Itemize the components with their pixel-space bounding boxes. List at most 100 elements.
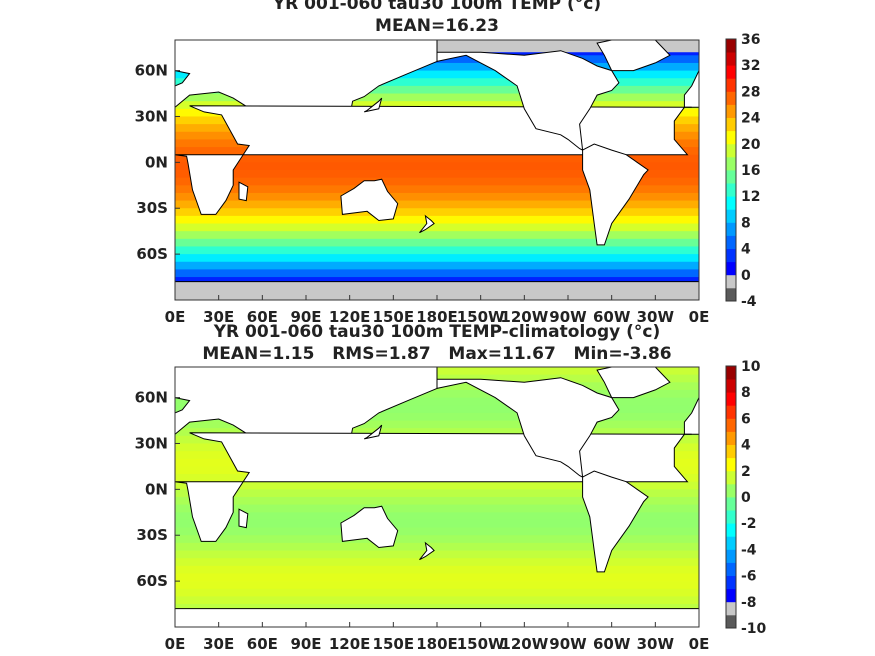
landmass [238, 508, 249, 529]
colorbar-segment [726, 52, 736, 66]
colorbar-tick-label: 6 [741, 411, 751, 427]
colorbar-segment [726, 392, 736, 406]
field-band [175, 504, 699, 513]
colorbar-tick-label: -6 [741, 569, 757, 585]
x-tick-label: 60E [247, 308, 278, 326]
field-band [175, 246, 699, 255]
field-band [175, 238, 699, 247]
x-tick-label: 90E [290, 308, 321, 326]
y-tick-label: 60S [136, 245, 168, 263]
field-band [175, 177, 699, 186]
field-band [175, 519, 699, 529]
x-tick-label: 30E [203, 635, 234, 653]
panel1-y-ticks: 60N 30N 0N 30S 60S [135, 62, 180, 263]
landmass [340, 505, 399, 549]
x-tick-label: 30W [637, 635, 675, 653]
field-band [175, 412, 699, 422]
x-tick-label: 0E [689, 308, 710, 326]
x-tick-label: 150E [373, 308, 415, 326]
field-band [175, 489, 699, 498]
colorbar-segment [726, 379, 736, 393]
x-tick-label: 60W [593, 308, 631, 326]
y-tick-label: 30S [136, 526, 168, 544]
landmass [340, 178, 399, 222]
x-tick-label: 120W [500, 308, 548, 326]
colorbar-segment [726, 39, 736, 53]
colorbar-segment [726, 614, 736, 629]
landmass [683, 397, 699, 435]
x-tick-label: 150W [457, 308, 505, 326]
colorbar-segment [726, 170, 736, 184]
landmass [596, 367, 671, 399]
colorbar-tick-label: 8 [741, 215, 751, 231]
panel2-y-ticks: 60N 30N 0N 30S 60S [135, 389, 180, 590]
field-band [175, 78, 699, 87]
colorbar-tick-label: 2 [741, 464, 751, 480]
colorbar-tick-label: 0 [741, 268, 751, 284]
field-band [175, 397, 699, 406]
colorbar-segment [726, 222, 736, 236]
field-band [175, 277, 699, 286]
colorbar-segment [726, 549, 736, 563]
y-tick-label: 30N [135, 434, 168, 452]
field-band [175, 192, 699, 202]
field-band [175, 162, 699, 171]
landmass [436, 50, 620, 151]
x-tick-label: 90W [549, 308, 587, 326]
x-tick-label: 0E [165, 635, 186, 653]
field-band [175, 527, 699, 536]
colorbar-tick-label: 28 [741, 84, 760, 100]
colorbar-segment [726, 156, 736, 171]
field-band [175, 154, 699, 163]
field-band [175, 269, 699, 278]
panel2-subtitle: MEAN=1.15 RMS=1.87 Max=11.67 Min=-3.86 [202, 344, 671, 364]
colorbar-tick-label: 32 [741, 58, 760, 74]
field-band [175, 558, 699, 567]
field-band [175, 428, 699, 437]
colorbar-tick-label: 36 [741, 32, 760, 48]
field-band [175, 185, 699, 194]
colorbar-segment [726, 601, 736, 616]
panel1-subtitle: MEAN=16.23 [375, 16, 499, 36]
y-tick-label: 60N [135, 389, 168, 407]
colorbar-segment [726, 366, 736, 380]
field-band [175, 223, 699, 232]
colorbar-segment [726, 65, 736, 79]
panel1-land [175, 40, 699, 300]
x-tick-label: 120W [500, 635, 548, 653]
colorbar-tick-label: 24 [741, 111, 761, 127]
field-band [175, 405, 699, 414]
colorbar-segment [726, 261, 736, 276]
field-band [175, 420, 699, 429]
field-band [175, 254, 699, 263]
colorbar-segment [726, 418, 736, 432]
colorbar-segment [726, 497, 736, 511]
y-tick-label: 60S [136, 572, 168, 590]
colorbar-frame [725, 38, 737, 302]
colorbar-segment [726, 588, 736, 603]
colorbar-tick-label: 10 [741, 359, 761, 375]
colorbar-segment [726, 405, 736, 419]
x-tick-label: 60E [247, 635, 278, 653]
colorbar-segment [726, 431, 736, 445]
panel-bottom: YR 001-060 tau30 100m TEMP-climatology (… [135, 322, 767, 653]
colorbar-tick-label: 8 [741, 385, 751, 401]
landmass [596, 40, 671, 72]
x-tick-label: 30E [203, 308, 234, 326]
colorbar-segment [726, 457, 736, 472]
x-tick-label: 150W [457, 635, 505, 653]
x-tick-label: 90W [549, 635, 587, 653]
colorbar-tick-label: -2 [741, 516, 757, 532]
field-band [175, 85, 699, 95]
field-band [175, 596, 699, 605]
field-band [175, 604, 699, 613]
colorbar-segment [726, 248, 736, 263]
colorbar-segment [726, 510, 736, 524]
colorbar-segment [726, 274, 736, 289]
y-tick-label: 0N [145, 480, 168, 498]
panel2-colorbar: 10 8 6 4 2 0 -2 -4 -6 -8 -10 [725, 359, 767, 637]
x-tick-label: 180E [416, 635, 458, 653]
colorbar-tick-label: 0 [741, 490, 751, 506]
colorbar-segment [726, 117, 736, 132]
